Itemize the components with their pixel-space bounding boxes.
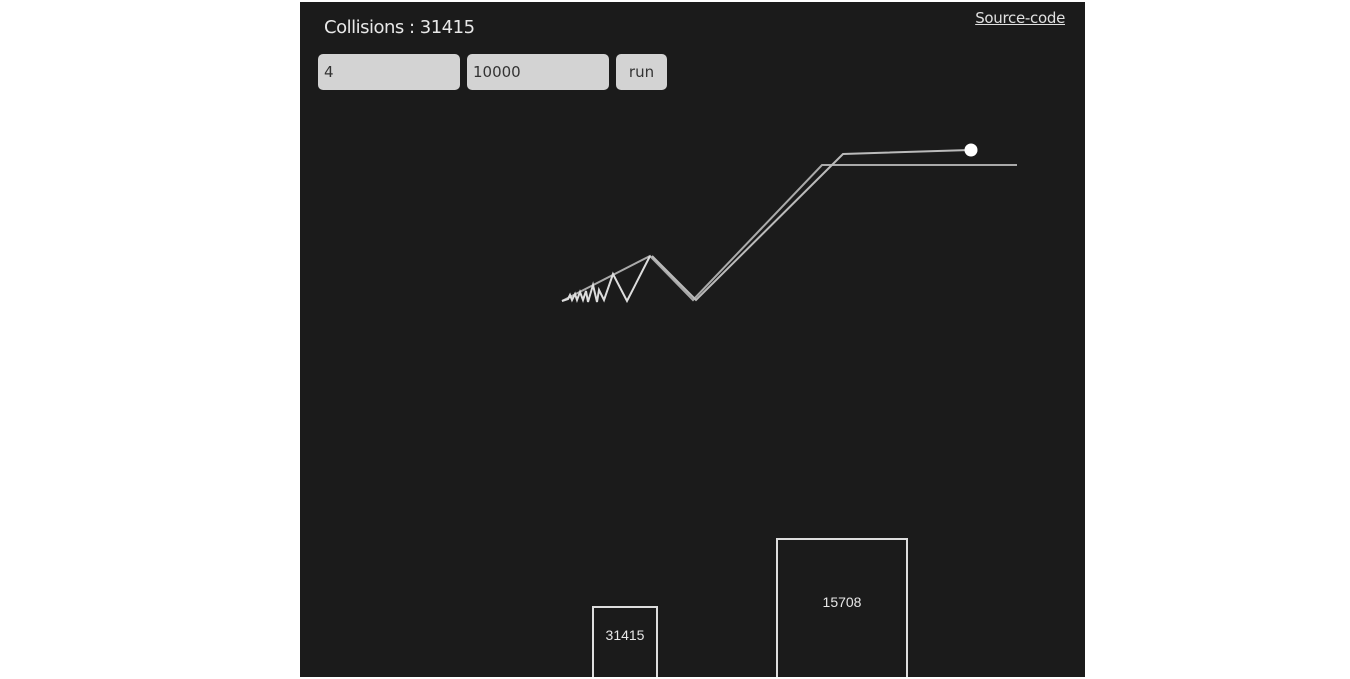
source-code-link[interactable]: Source-code (975, 9, 1065, 27)
trace-line-a (561, 164, 1017, 302)
trace-zigzag (561, 255, 651, 304)
trace-line-b (651, 149, 971, 302)
trace-head-dot (964, 143, 978, 157)
simulation-canvas: Collisions : 31415 Source-code run 31415… (300, 2, 1085, 677)
run-button[interactable]: run (616, 54, 667, 90)
large-block: 15708 (776, 538, 908, 677)
time-steps-input[interactable] (467, 54, 609, 90)
collisions-counter: Collisions : 31415 (324, 17, 475, 38)
small-block: 31415 (592, 606, 658, 677)
digits-input[interactable] (318, 54, 460, 90)
phase-trace (561, 143, 1017, 304)
